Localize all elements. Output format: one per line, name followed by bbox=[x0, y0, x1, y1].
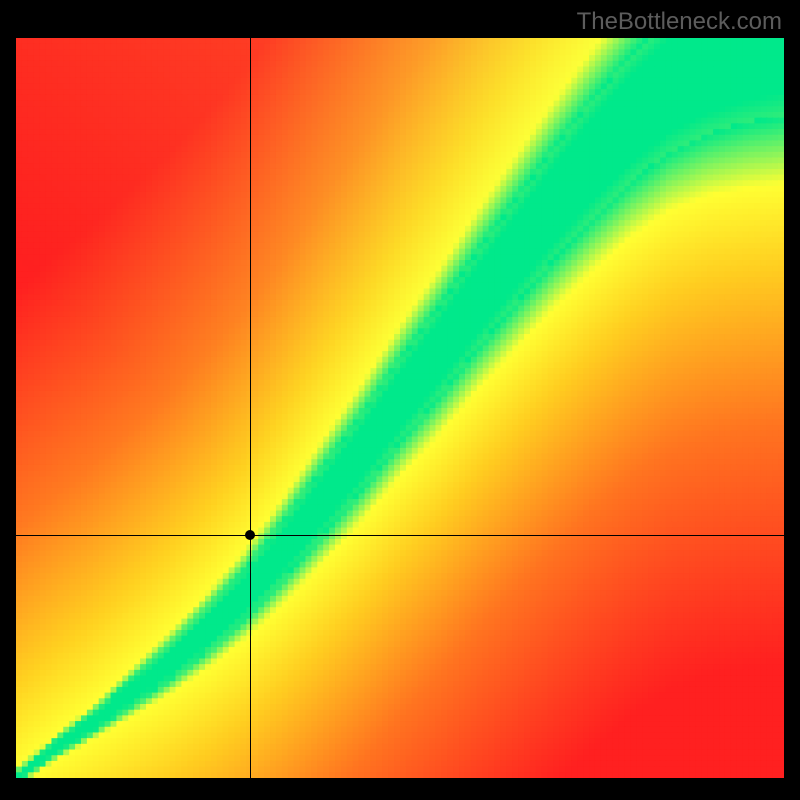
crosshair-marker bbox=[245, 530, 255, 540]
crosshair-vertical bbox=[250, 38, 251, 778]
crosshair-horizontal bbox=[16, 535, 784, 536]
chart-container: TheBottleneck.com bbox=[0, 0, 800, 800]
heatmap-canvas bbox=[16, 38, 784, 778]
watermark-text: TheBottleneck.com bbox=[577, 8, 782, 36]
plot-area bbox=[16, 38, 784, 778]
